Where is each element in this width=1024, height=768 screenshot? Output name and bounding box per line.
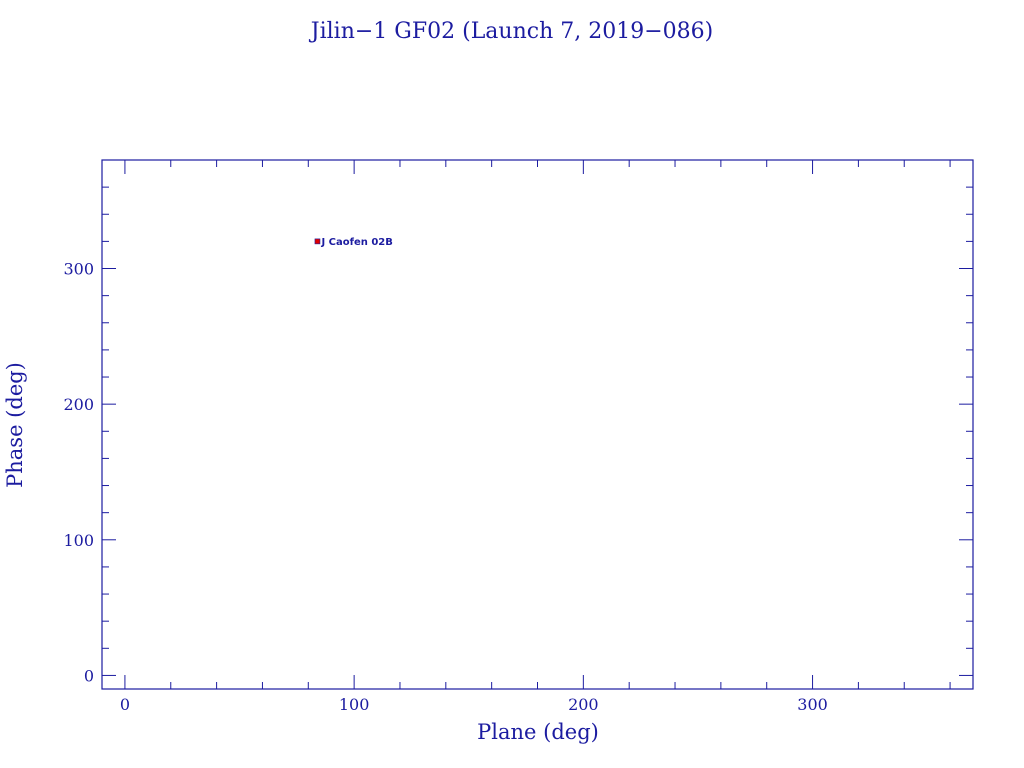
y-tick-label: 0 bbox=[84, 666, 94, 685]
chart-title: Jilin−1 GF02 (Launch 7, 2019−086) bbox=[309, 19, 713, 44]
x-axis-tick-labels: 0 100 200 300 bbox=[120, 695, 828, 714]
x-tick-label: 300 bbox=[797, 695, 828, 714]
x-tick-label: 100 bbox=[339, 695, 370, 714]
y-axis-tick-labels: 0 100 200 300 bbox=[63, 260, 94, 686]
data-point-marker bbox=[314, 238, 321, 245]
y-axis-label: Phase (deg) bbox=[3, 362, 27, 488]
y-tick-label: 200 bbox=[63, 395, 94, 414]
x-axis-ticks bbox=[124, 160, 951, 689]
plot-frame bbox=[101, 159, 974, 690]
y-tick-label: 300 bbox=[63, 260, 94, 279]
x-tick-label: 0 bbox=[120, 695, 130, 714]
x-tick-label: 200 bbox=[568, 695, 599, 714]
y-axis-ticks bbox=[102, 159, 973, 676]
y-tick-label: 100 bbox=[63, 531, 94, 550]
x-axis-label: Plane (deg) bbox=[477, 720, 599, 744]
data-point-label: J Caofen 02B bbox=[320, 237, 392, 248]
data-points: J Caofen 02B bbox=[314, 237, 393, 248]
